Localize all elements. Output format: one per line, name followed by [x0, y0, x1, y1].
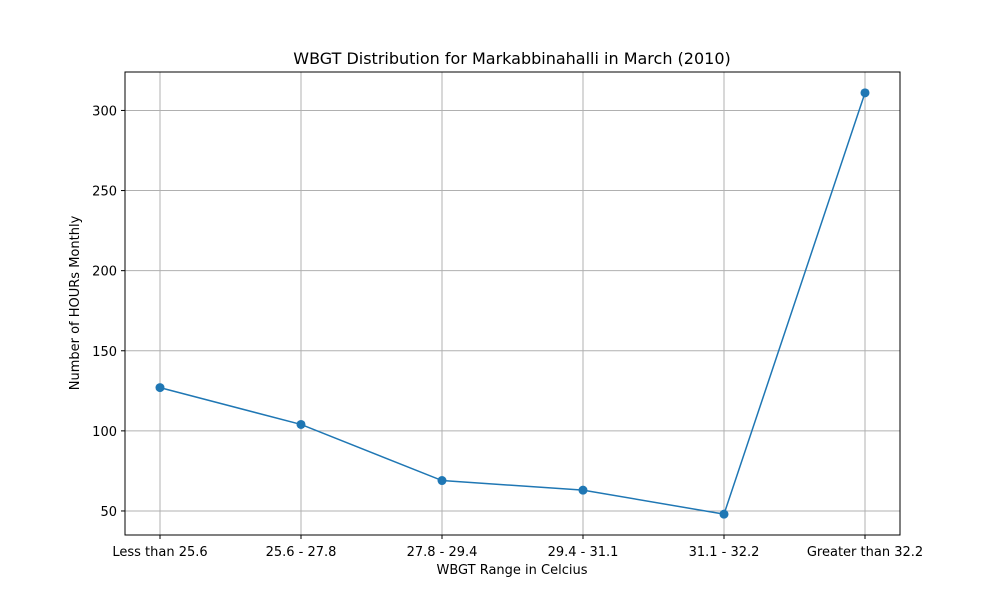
x-axis-title: WBGT Range in Celcius	[436, 563, 587, 578]
series	[155, 88, 870, 519]
x-tick-label: Less than 25.6	[112, 545, 207, 560]
y-tick-label: 300	[92, 104, 117, 119]
series-line	[159, 92, 866, 516]
y-tick-label: 150	[92, 345, 117, 360]
x-axis: Less than 25.6 25.6 - 27.8 27.8 - 29.4 29.4…	[112, 535, 923, 560]
y-tick-label: 50	[100, 505, 117, 520]
grid	[125, 72, 900, 535]
chart-title: WBGT Distribution for Markabbinahalli in…	[293, 49, 731, 68]
data-point	[578, 485, 588, 495]
data-point	[860, 88, 870, 98]
data-point	[296, 419, 306, 429]
data-point	[155, 383, 165, 393]
y-tick-label: 200	[92, 265, 117, 280]
x-tick-label: Greater than 32.2	[807, 545, 923, 560]
y-axis: 50 100 150 200 250 300	[92, 104, 125, 520]
y-tick-label: 250	[92, 185, 117, 200]
data-point	[719, 509, 729, 519]
x-tick-label: 29.4 - 31.1	[548, 545, 619, 560]
x-tick-label: 25.6 - 27.8	[266, 545, 337, 560]
y-tick-label: 100	[92, 425, 117, 440]
x-tick-label: 27.8 - 29.4	[407, 545, 478, 560]
plot-frame	[124, 71, 901, 536]
x-tick-label: 31.1 - 32.2	[689, 545, 760, 560]
y-axis-title: Number of HOURs Monthly	[68, 215, 83, 390]
data-point	[437, 476, 447, 486]
